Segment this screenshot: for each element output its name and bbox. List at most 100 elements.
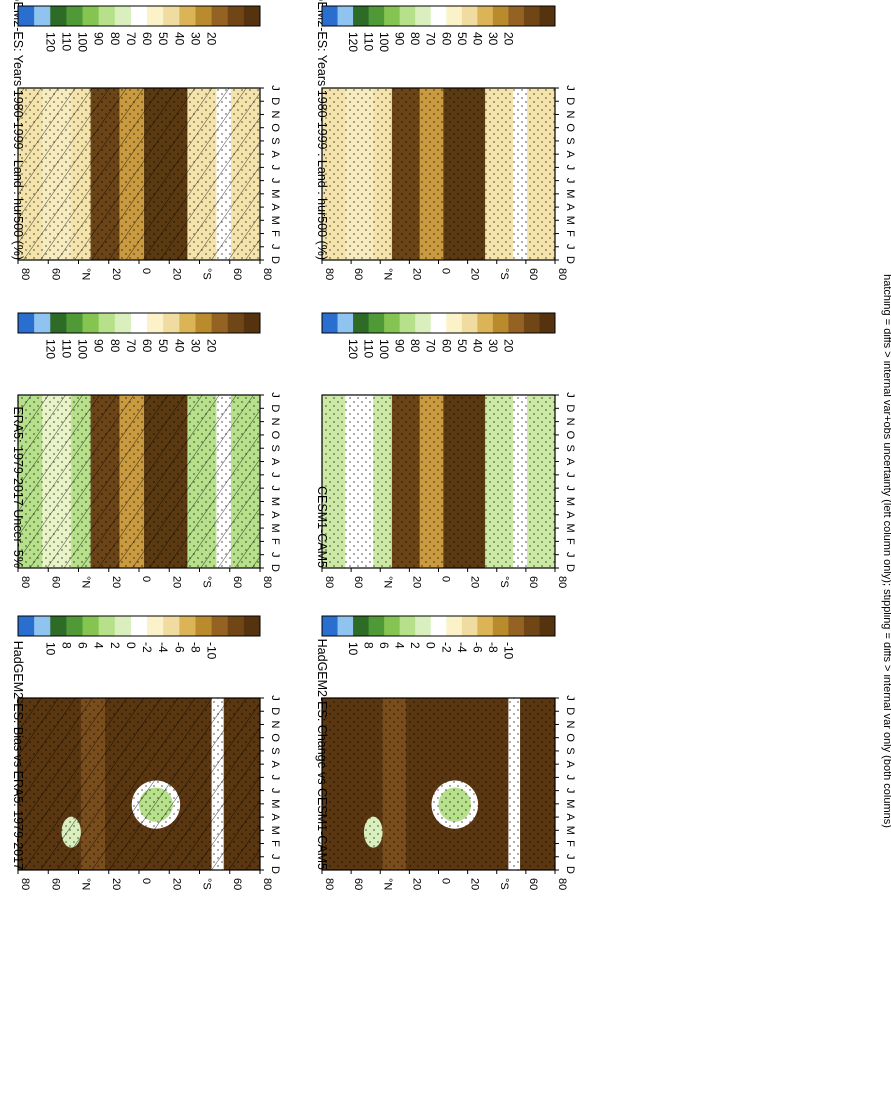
lat-tick-label: 80: [323, 268, 335, 280]
colorbar-frame: [321, 312, 556, 334]
colorbar-frame: [17, 615, 261, 637]
stippling-overlay: [322, 395, 555, 568]
month-tick-label: J: [564, 695, 576, 701]
colorbar-tick-label: 30: [486, 339, 500, 353]
month-tick-label: N: [269, 418, 281, 426]
month-tick-label: N: [564, 418, 576, 426]
colorbar-tick-label: 80: [108, 339, 122, 353]
colorbar-swatch: [50, 616, 67, 636]
colorbar-swatch: [18, 6, 35, 26]
stippling-overlay: [322, 88, 555, 260]
colorbar-swatch: [430, 313, 447, 333]
month-tick-label: N: [269, 110, 281, 118]
colorbar-tick-label: 10: [346, 642, 360, 656]
colorbar-swatch: [147, 313, 164, 333]
colorbar-swatch: [66, 616, 84, 636]
lat-tick-label: °N: [80, 576, 92, 588]
lat-tick-label: 20: [469, 268, 481, 280]
colorbar-swatch: [195, 616, 213, 636]
colorbar-swatch: [399, 616, 416, 636]
colorbar-swatch: [34, 313, 51, 333]
month-tick-label: D: [564, 256, 576, 264]
month-tick-label: F: [269, 230, 281, 237]
colorbar-swatch: [492, 313, 509, 333]
colorbar-tick-label: 120: [43, 339, 57, 359]
month-tick-label: J: [269, 485, 281, 491]
colorbar-swatch: [98, 313, 116, 333]
month-tick-label: J: [269, 854, 281, 860]
lat-tick-label: 60: [527, 878, 539, 890]
lat-tick-label: 20: [170, 878, 182, 890]
month-tick-label: J: [564, 178, 576, 184]
colorbar-swatch: [508, 6, 525, 26]
lat-tick-label: 0: [140, 576, 152, 582]
colorbar-swatch: [179, 616, 196, 636]
colorbar-swatch: [539, 313, 556, 333]
panel-title: HadGEM2-ES: Years 1980-1999 : Land : hur…: [11, 0, 25, 260]
colorbar-tick-label: -2: [140, 642, 154, 653]
colorbar: 120 110 100 90 80 70 60 50 40 30 20: [321, 5, 556, 52]
colorbar-tick-label: 90: [393, 32, 407, 46]
colorbar-tick-label: 2: [408, 642, 422, 649]
lat-tick-label: °S: [498, 576, 510, 588]
colorbar-swatch: [368, 313, 385, 333]
lat-tick-label: 20: [110, 576, 122, 588]
colorbar-swatch: [66, 313, 84, 333]
lat-tick-label: 20: [170, 576, 182, 588]
colorbar-tick-label: 8: [362, 642, 376, 649]
colorbar: 120 110 100 90 80 70 60 50 40 30 20: [321, 312, 556, 359]
month-tick-label: F: [269, 538, 281, 545]
colorbar-tick-label: 20: [501, 32, 515, 46]
lat-tick-label: 80: [323, 576, 335, 588]
lat-tick-label: 20: [410, 268, 422, 280]
colorbar-swatch: [50, 6, 67, 26]
colorbar-tick-label: -6: [172, 642, 186, 653]
colorbar-swatch: [477, 616, 494, 636]
colorbar-swatch: [353, 313, 370, 333]
month-tick-label: M: [269, 189, 281, 198]
colorbar-tick-label: 8: [59, 642, 73, 649]
month-tick-label: A: [564, 150, 576, 158]
colorbar-swatch: [368, 616, 385, 636]
lat-tick-label: 0: [440, 268, 452, 274]
month-tick-label: M: [269, 826, 281, 835]
colorbar-tick-label: 60: [140, 339, 154, 353]
colorbar-tick-label: 60: [140, 32, 154, 46]
lat-tick-label: °S: [498, 878, 510, 890]
colorbar: 10 8 6 4 2 0 -2 -4 -6 -8 -10: [17, 615, 261, 660]
month-tick-label: N: [564, 110, 576, 118]
colorbar-swatch: [477, 313, 494, 333]
month-tick-label: J: [269, 788, 281, 794]
panel-title: ERA5: 1979-2017 Uncer~5%: [11, 406, 25, 568]
colorbar-tick-label: -8: [486, 642, 500, 653]
month-tick-label: A: [269, 760, 281, 768]
month-tick-label: J: [269, 244, 281, 250]
colorbar-tick-label: 50: [156, 32, 170, 46]
colorbar-tick-label: 80: [408, 339, 422, 353]
colorbar-swatch: [446, 6, 463, 26]
month-tick-label: S: [564, 445, 576, 452]
colorbar-swatch: [353, 6, 370, 26]
month-tick-label: J: [269, 472, 281, 478]
colorbar-tick-label: 120: [346, 32, 360, 52]
colorbar-swatch: [147, 6, 164, 26]
stippling-overlay: [322, 698, 555, 870]
month-tick-label: D: [269, 256, 281, 264]
month-tick-label: M: [564, 216, 576, 225]
colorbar-swatch: [98, 616, 116, 636]
lat-tick-label: °N: [80, 268, 92, 280]
colorbar-swatch: [163, 616, 180, 636]
lat-tick-label: 80: [556, 878, 568, 890]
month-tick-label: D: [564, 97, 576, 105]
panel-title: CESM1-CAM5: [315, 486, 329, 568]
lat-tick-label: 20: [110, 268, 122, 280]
colorbar-swatch: [461, 616, 478, 636]
month-tick-label: A: [564, 203, 576, 211]
month-tick-label: J: [564, 165, 576, 171]
lat-tick-label: 80: [19, 576, 31, 588]
colorbar-tick-label: 20: [501, 339, 515, 353]
month-tick-label: D: [564, 707, 576, 715]
colorbar: 120 110 100 90 80 70 60 50 40 30 20: [17, 312, 261, 359]
month-tick-label: D: [269, 404, 281, 412]
colorbar-swatch: [130, 313, 148, 333]
